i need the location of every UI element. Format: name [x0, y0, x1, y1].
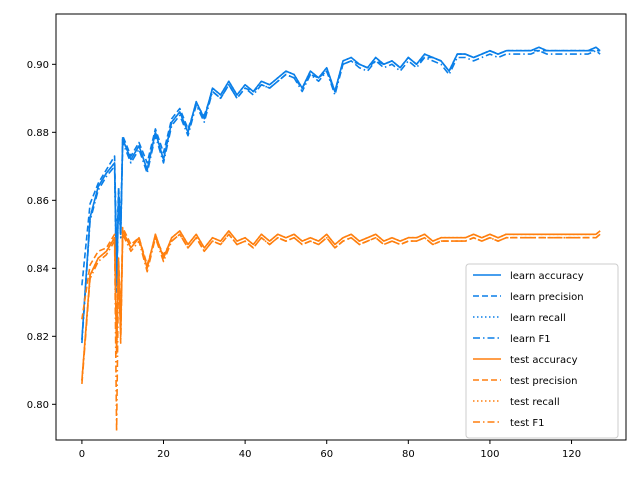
series-line-test-f1 — [81, 233, 601, 433]
x-tick-label: 40 — [239, 449, 252, 460]
legend-label: learn accuracy — [510, 271, 584, 282]
series-line-learn-recall — [81, 46, 601, 340]
x-tick-label: 60 — [320, 449, 333, 460]
x-axis: 0 20 40 60 80 100 120 — [79, 440, 581, 460]
series-layer — [81, 46, 601, 433]
x-tick-label: 120 — [562, 449, 581, 460]
series-line-learn-f1 — [81, 49, 601, 344]
y-tick-label: 0.82 — [27, 332, 49, 343]
y-axis: 0.80 0.82 0.84 0.86 0.88 0.90 — [27, 60, 56, 411]
legend-label: learn precision — [510, 292, 584, 303]
legend-box — [465, 263, 619, 439]
x-tick-label: 0 — [79, 449, 85, 460]
legend: learn accuracy learn precision learn recal… — [465, 263, 619, 439]
legend-label: test recall — [510, 397, 560, 408]
plot-frame — [55, 13, 627, 441]
legend-label: test accuracy — [510, 355, 578, 366]
x-tick-label: 100 — [480, 449, 499, 460]
legend-label: learn F1 — [510, 334, 551, 345]
legend-label: test precision — [510, 376, 578, 387]
y-tick-label: 0.84 — [27, 264, 49, 275]
legend-label: learn recall — [510, 313, 566, 324]
y-tick-label: 0.86 — [27, 196, 49, 207]
y-tick-label: 0.88 — [27, 128, 49, 139]
series-line-test-recall — [81, 230, 601, 381]
y-tick-label: 0.80 — [27, 400, 49, 411]
legend-label: test F1 — [510, 418, 545, 429]
x-tick-label: 80 — [402, 449, 415, 460]
y-tick-label: 0.90 — [27, 60, 49, 71]
x-tick-label: 20 — [157, 449, 170, 460]
